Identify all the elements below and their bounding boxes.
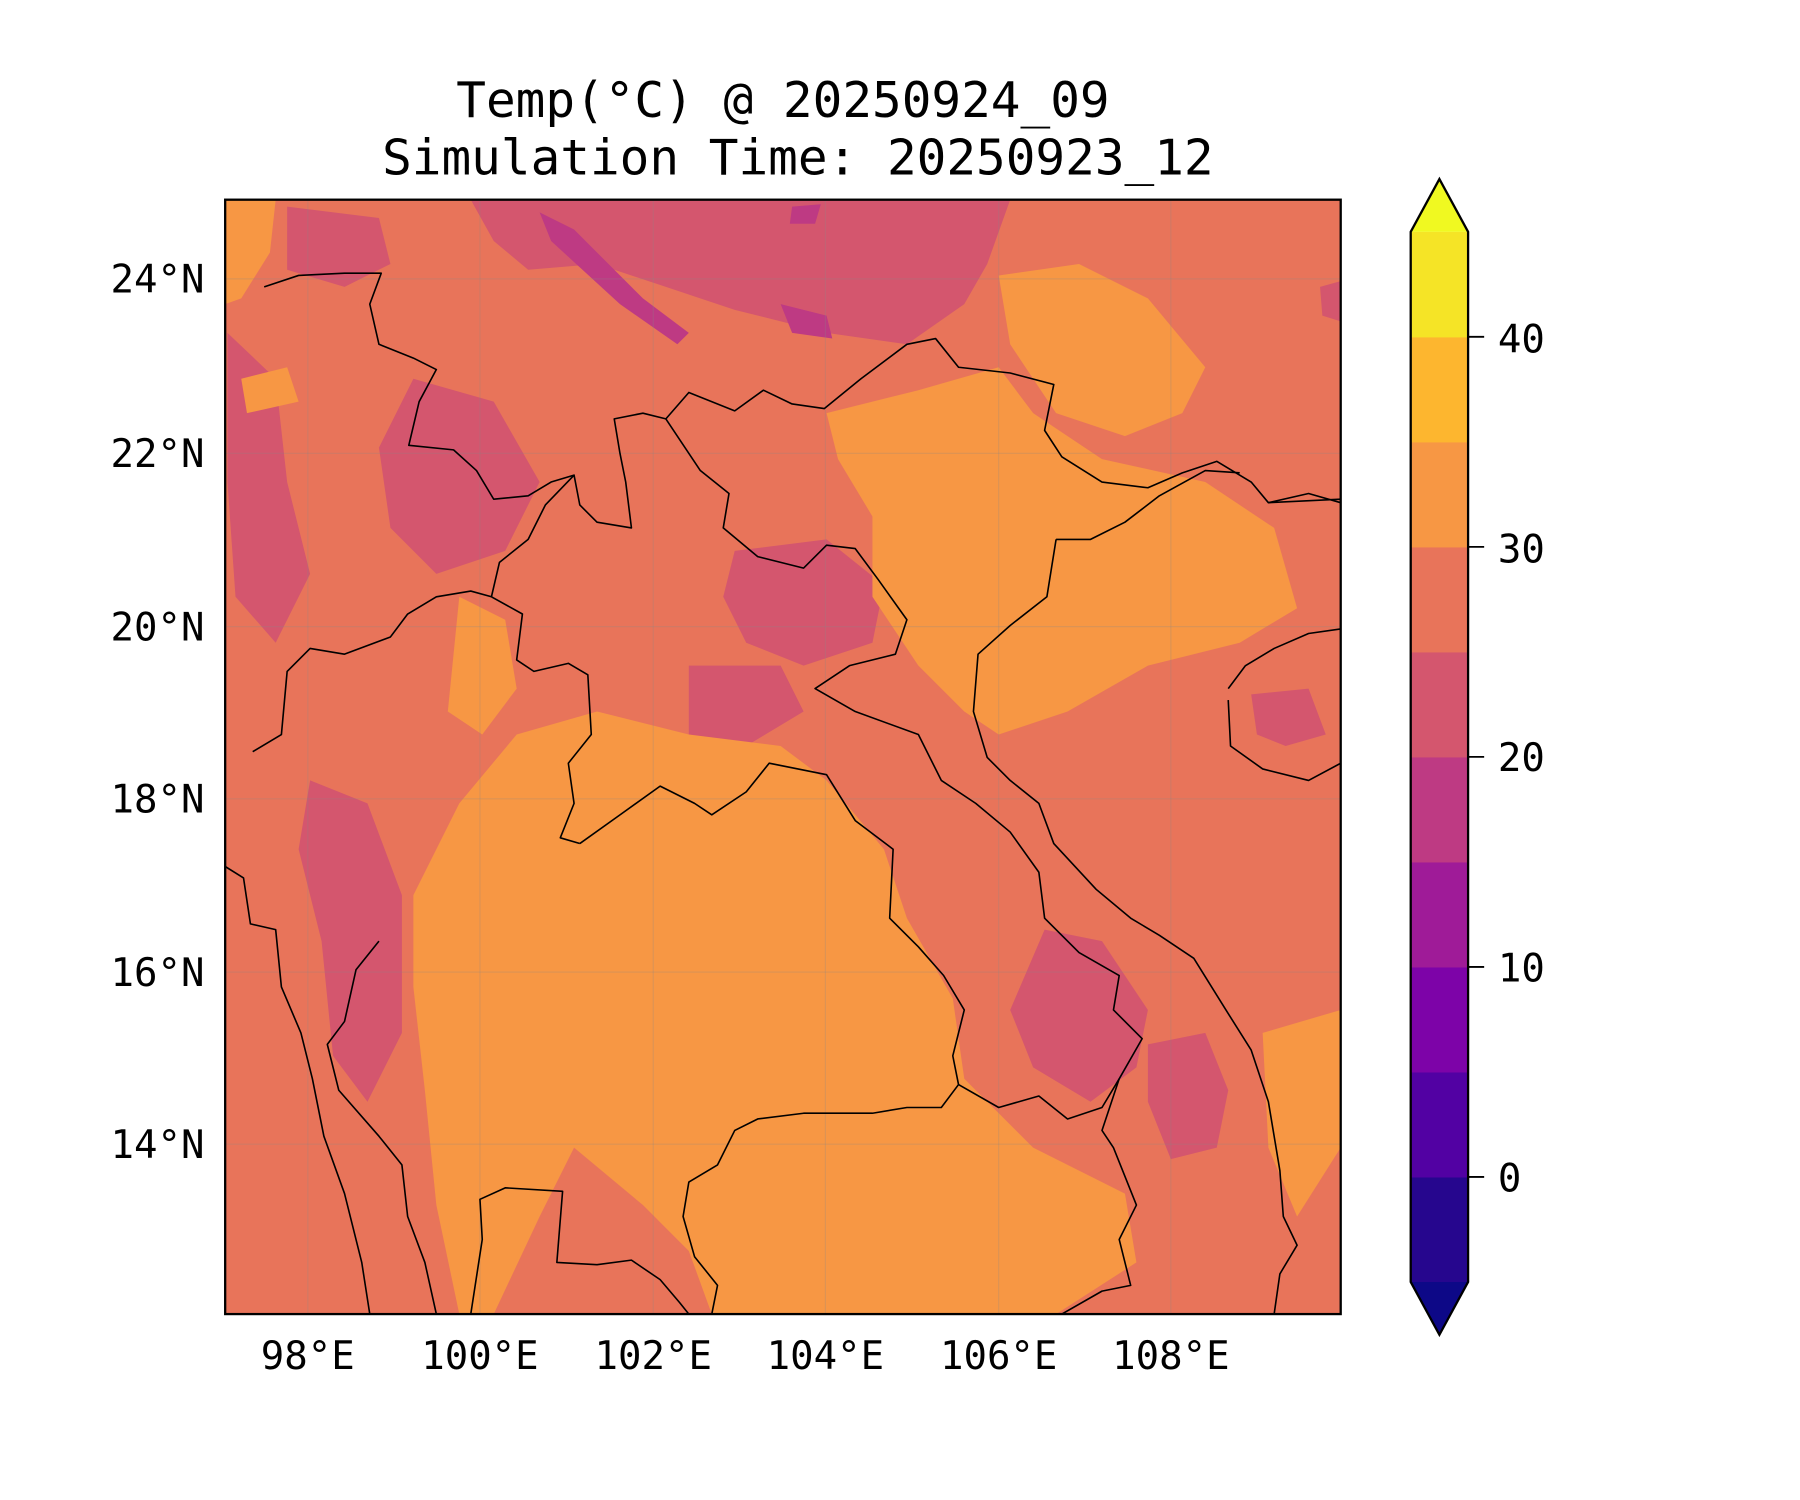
region-western-hills-cool bbox=[298, 780, 402, 1102]
gridlines bbox=[225, 199, 1341, 1315]
colorbar-ticks: 40 30 20 10 0 bbox=[1498, 317, 1545, 1201]
thailand-laos-north-border bbox=[491, 596, 593, 845]
colorbar-extend-min bbox=[1410, 1281, 1469, 1335]
region-laos2-cool bbox=[688, 665, 804, 746]
colorbar-band bbox=[1410, 1176, 1469, 1283]
region-hainan-cool bbox=[1251, 688, 1326, 746]
colorbar-band bbox=[1410, 1071, 1469, 1178]
plot-frame bbox=[224, 198, 1342, 1316]
x-axis-ticks: 98°E 100°E 102°E 104°E 106°E 108°E bbox=[261, 1334, 1230, 1379]
colorbar-band bbox=[1410, 861, 1469, 968]
y-tick-label: 18°N bbox=[111, 778, 205, 823]
region-northwest-cool bbox=[287, 206, 391, 287]
colorbar bbox=[1409, 176, 1485, 1338]
y-axis-ticks: 24°N 22°N 20°N 18°N 16°N 14°N bbox=[111, 258, 205, 1168]
colorbar-tick-label: 0 bbox=[1498, 1156, 1522, 1201]
x-tick-label: 100°E bbox=[421, 1334, 538, 1379]
y-tick-label: 14°N bbox=[111, 1123, 205, 1168]
region-red-river-streak bbox=[539, 212, 689, 345]
x-tick-label: 98°E bbox=[261, 1334, 355, 1379]
chart-subtitle: Simulation Time: 20250923_12 bbox=[382, 128, 1214, 186]
x-tick-label: 106°E bbox=[940, 1334, 1057, 1379]
colorbar-band bbox=[1410, 966, 1469, 1073]
hainan-coast-south bbox=[1227, 700, 1341, 782]
colorbar-band bbox=[1410, 651, 1469, 758]
myanmar-laos-border bbox=[490, 474, 575, 597]
colorbar-band bbox=[1410, 756, 1469, 863]
x-tick-label: 108°E bbox=[1112, 1334, 1229, 1379]
region-east-cool bbox=[1320, 281, 1341, 322]
x-tick-label: 104°E bbox=[767, 1334, 884, 1379]
region-central-highlands-cool bbox=[1147, 1032, 1229, 1160]
colorbar-band bbox=[1410, 231, 1469, 338]
x-tick-label: 102°E bbox=[595, 1334, 712, 1379]
colorbar-band bbox=[1410, 336, 1469, 443]
region-west-warm bbox=[241, 367, 299, 414]
borders-coastlines bbox=[225, 272, 1341, 1315]
colorbar-tick-label: 30 bbox=[1498, 527, 1545, 572]
region-nthai-warm bbox=[447, 596, 517, 735]
region-north-streak bbox=[780, 304, 833, 339]
region-shan-cool bbox=[378, 378, 540, 574]
colorbar-tick-label: 40 bbox=[1498, 317, 1545, 362]
region-northwest-warm bbox=[225, 199, 276, 305]
y-tick-label: 24°N bbox=[111, 258, 205, 303]
colorbar-band bbox=[1410, 546, 1469, 653]
gulf-of-thailand-coast bbox=[469, 1187, 690, 1315]
colorbar-outline bbox=[1409, 176, 1470, 1338]
hainan-coast-north bbox=[1227, 628, 1341, 690]
y-tick-label: 22°N bbox=[111, 432, 205, 477]
map-area bbox=[225, 199, 1341, 1315]
myanmar-thailand-north-border bbox=[252, 590, 492, 753]
guangxi-coast bbox=[1268, 492, 1341, 504]
cambodia-north-border bbox=[958, 1078, 1120, 1120]
regions-30-35 bbox=[225, 199, 1341, 1315]
region-north-spot bbox=[789, 204, 821, 224]
region-tonkin-warm bbox=[826, 367, 1298, 735]
region-northeast-warm bbox=[998, 263, 1206, 437]
colorbar-band bbox=[1410, 441, 1469, 548]
y-tick-label: 20°N bbox=[111, 605, 205, 650]
regions-15-20 bbox=[539, 204, 833, 345]
regions-20-25 bbox=[227, 199, 1341, 1315]
region-laos-cool bbox=[723, 539, 884, 666]
chart-title: Temp(°C) @ 20250924_09 bbox=[456, 71, 1109, 129]
vietnam-coast bbox=[972, 539, 1298, 1315]
region-central-thailand-warm bbox=[413, 711, 1137, 1315]
y-tick-label: 16°N bbox=[111, 951, 205, 996]
myanmar-tenasserim-coast bbox=[225, 865, 371, 1315]
china-border bbox=[263, 272, 1341, 529]
region-southeast-warm bbox=[1262, 1009, 1341, 1217]
tonkin-coast bbox=[1056, 469, 1240, 541]
laos-vietnam-border bbox=[665, 418, 1143, 1315]
thai-myanmar-south-border bbox=[326, 940, 438, 1315]
colorbar-tick-label: 10 bbox=[1498, 946, 1545, 991]
region-north-cool bbox=[470, 199, 1011, 345]
mekong-border bbox=[579, 762, 966, 1315]
colorbar-extend-max bbox=[1410, 179, 1469, 232]
colorbar-tick-label: 20 bbox=[1498, 736, 1545, 781]
